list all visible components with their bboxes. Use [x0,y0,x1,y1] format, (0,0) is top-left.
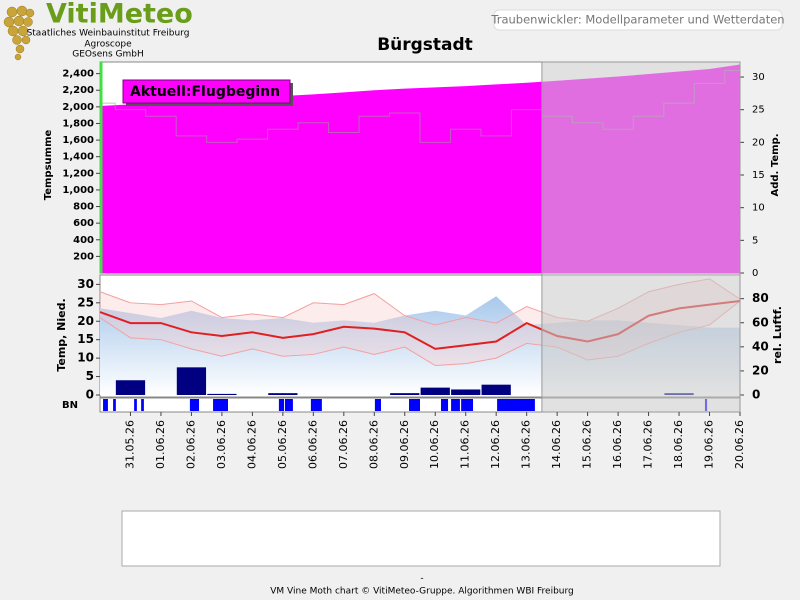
institution: Agroscope [84,40,132,50]
leaf-wetness [497,399,535,411]
leaf-wetness [278,399,285,411]
x-tick-label: 13.06.26 [520,420,533,469]
leaf-wetness [103,399,108,411]
x-tick-label: 06.06.26 [306,420,319,469]
header-box [493,9,783,31]
y2-tick-label: 10 [752,203,765,214]
y-tick-label: 5 [86,369,94,383]
plot: 2004006008001,0001,2001,4001,6001,8002,0… [43,61,784,558]
leaf-wetness [310,399,322,411]
x-tick-label: 08.06.26 [367,420,380,469]
x-tick-label: 02.06.26 [184,420,197,469]
y-tick-label: 30 [77,277,94,291]
y-tick-label: 800 [73,202,94,213]
y-axis-title: Temp, Nied. [55,298,68,371]
x-tick-label: 03.06.26 [215,420,228,469]
y-tick-label: 0 [86,388,94,402]
leaf-wetness [141,399,144,411]
y-tick-label: 1,000 [62,185,94,196]
y2-tick-label: 40 [752,339,769,353]
x-tick-label: 11.06.26 [459,420,472,469]
x-tick-label: 09.06.26 [398,420,411,469]
institution: Staatliches Weinbauinstitut Freiburg [27,29,190,39]
leaf-wetness [461,399,474,411]
y2-axis-title: rel. Luftf. [771,306,784,364]
precipitation-bar [207,393,237,395]
bn-label: BN [62,400,78,411]
y-tick-label: 1,200 [62,168,94,179]
y-tick-label: 400 [73,235,94,246]
x-tick-label: 01.06.26 [154,420,167,469]
y2-tick-label: 30 [752,72,765,83]
y2-tick-label: 0 [752,268,758,279]
y2-tick-label: 15 [752,170,765,181]
x-tick-label: 16.06.26 [611,420,624,469]
leaf-wetness [213,399,228,411]
x-tick-label: 07.06.26 [337,420,350,469]
y2-tick-label: 20 [752,363,769,377]
y-tick-label: 15 [77,332,94,346]
x-tick-label: 12.06.26 [489,420,502,469]
y2-tick-label: 80 [752,291,769,305]
precipitation-bar [451,389,481,395]
y-tick-label: 20 [77,314,94,328]
x-tick-label: 18.06.26 [672,420,685,469]
y-tick-label: 1,800 [62,118,94,129]
prognose-overlay [541,61,741,413]
y-tick-label: 2,400 [62,69,94,80]
leaf-wetness [189,399,200,411]
leaf-wetness [113,399,116,411]
y2-tick-label: 0 [752,388,760,402]
x-tick-label: 05.06.26 [276,420,289,469]
precipitation-bar [390,393,420,395]
leaf-wetness [134,399,137,411]
y-tick-label: 2,200 [62,85,94,96]
x-tick-label: 10.06.26 [428,420,441,469]
footer: VM Vine Moth chart © VitiMeteo-Gruppe. A… [270,587,574,597]
precipitation-bar [176,367,207,395]
y2-tick-label: 25 [752,105,765,116]
x-tick-label: 31.05.26 [123,420,136,469]
y2-axis-title: Add. Temp. [770,134,781,197]
y-tick-label: 1,400 [62,152,94,163]
leaf-wetness [284,399,293,411]
y-tick-label: 600 [73,218,94,229]
y2-tick-label: 60 [752,315,769,329]
y-tick-label: 200 [73,251,94,262]
logo: VitiMeteo [46,0,193,30]
x-tick-label: 19.06.26 [703,420,716,469]
y-tick-label: 25 [77,295,94,309]
leaf-wetness [409,399,420,411]
y2-tick-label: 5 [752,235,758,246]
x-tick-label: 14.06.26 [550,420,563,469]
leaf-wetness [451,399,460,411]
institution: GEOsens GmbH [72,50,143,60]
annotation: Aktuell:Flugbeginn [130,84,280,100]
x-tick-label: 15.06.26 [581,420,594,469]
leaf-wetness [441,399,449,411]
header-box-title: Traubenwickler: Modellparameter und Wett… [490,13,784,27]
x-tick-label: 04.06.26 [245,420,258,469]
chart-title: Bürgstadt [377,35,473,55]
y-axis-title: Tempsumme [43,130,54,201]
logo-grapes [3,5,35,61]
precipitation-bar [420,387,450,395]
y-tick-label: 2,000 [62,102,94,113]
x-tick-label: 20.06.26 [733,420,746,469]
precipitation-bar [115,380,146,395]
annotation-box [122,79,291,104]
y-tick-label: 10 [77,351,94,365]
legend-box [121,510,721,567]
y2-tick-label: 20 [752,137,765,148]
y-tick-label: 1,600 [62,135,94,146]
precipitation-bar [481,384,511,395]
precipitation-bar [268,393,298,395]
x-tick-label: 17.06.26 [642,420,655,469]
leaf-wetness [374,399,381,411]
footer-dash: - [420,574,423,584]
